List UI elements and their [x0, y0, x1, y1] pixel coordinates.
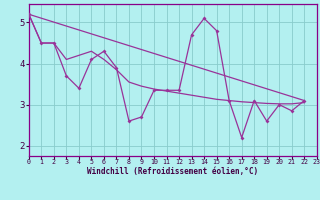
X-axis label: Windchill (Refroidissement éolien,°C): Windchill (Refroidissement éolien,°C) [87, 167, 258, 176]
